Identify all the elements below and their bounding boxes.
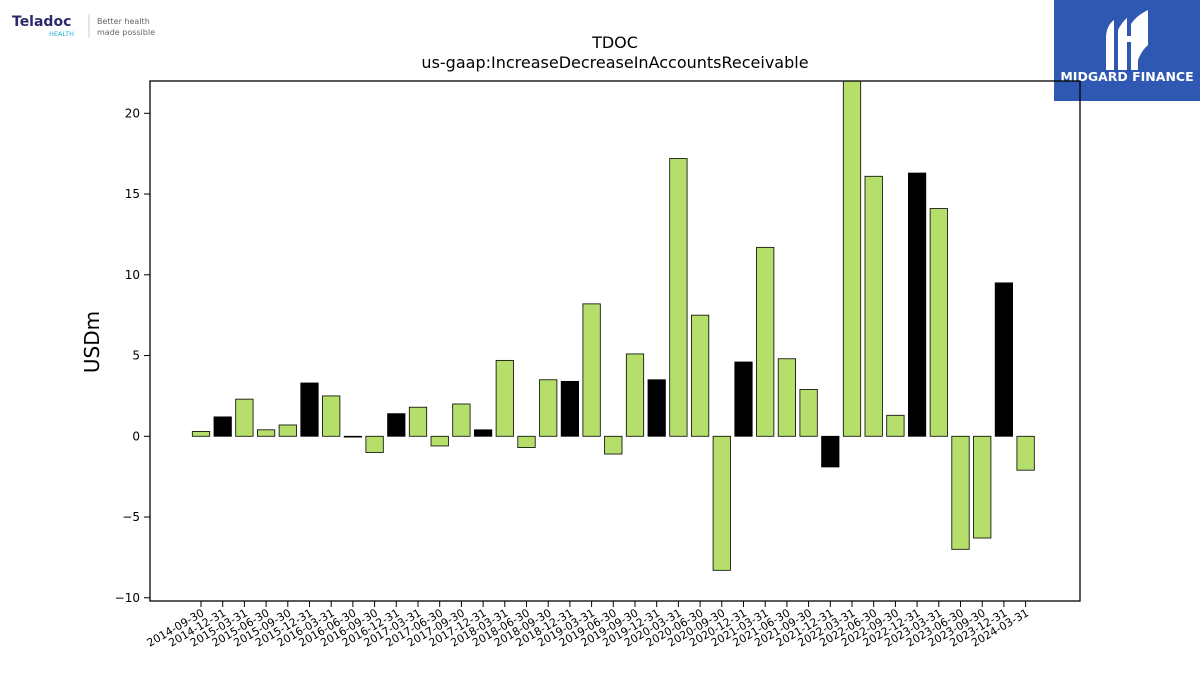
plot-frame	[149, 80, 1081, 602]
bar-2022-09-30	[886, 414, 905, 437]
y-tick-label-20: 20	[125, 106, 140, 120]
bar-2019-06-30	[604, 435, 623, 455]
bar-2016-06-30	[343, 435, 363, 438]
bar-2015-09-30	[278, 424, 297, 437]
chart-subtitle: us-gaap:IncreaseDecreaseInAccountsReceiv…	[421, 53, 808, 72]
bar-2023-06-30	[951, 435, 970, 550]
bar-2019-09-30	[625, 353, 645, 437]
bar-2022-12-31	[908, 172, 927, 437]
y-tick-label-5: 5	[132, 349, 140, 363]
bar-2017-09-30	[452, 403, 471, 437]
bar-2019-03-31	[582, 303, 601, 437]
y-axis-label: USDm	[80, 311, 104, 373]
bar-2024-03-31	[1016, 435, 1035, 471]
bar-2015-06-30	[256, 429, 276, 437]
bar-2018-06-30	[517, 435, 536, 448]
chart-title: TDOC	[591, 33, 638, 52]
bar-2021-03-31	[756, 246, 775, 437]
midgard-logo-name: MIDGARD FINANCE	[1060, 69, 1193, 84]
teladoc-logo-sub: HEALTH	[49, 30, 74, 38]
bar-2017-03-31	[408, 406, 428, 437]
teladoc-tagline-2: made possible	[97, 28, 155, 37]
bar-2019-12-31	[647, 379, 666, 437]
bar-2021-09-30	[799, 389, 818, 437]
bar-2020-06-30	[691, 314, 710, 437]
teladoc-logo-name: Teladoc	[12, 14, 71, 30]
bar-2015-12-31	[300, 382, 319, 437]
y-tick-label-10: 10	[125, 268, 140, 282]
bar-2023-12-31	[994, 282, 1014, 437]
bars-layer	[191, 80, 1035, 571]
bar-2020-09-30	[712, 435, 731, 571]
teladoc-tagline-1: Better health	[97, 17, 150, 26]
bar-2016-12-31	[387, 413, 406, 437]
y-tick-label--5: −5	[122, 510, 140, 524]
bar-2023-09-30	[973, 435, 992, 539]
bar-2016-03-31	[322, 395, 341, 437]
bar-2014-09-30	[191, 431, 211, 437]
bar-2023-03-31	[929, 208, 948, 437]
bar-2017-06-30	[430, 435, 449, 447]
bar-2021-12-31	[821, 435, 840, 468]
bar-2022-03-31	[842, 80, 862, 437]
bar-2022-06-30	[864, 175, 883, 437]
y-tick-label-15: 15	[125, 187, 140, 201]
midgard-emblem-icon	[1106, 10, 1148, 70]
bar-2018-09-30	[539, 379, 558, 437]
bar-2018-03-31	[495, 359, 514, 437]
y-tick-label--10: −10	[115, 591, 140, 605]
midgard-finance-logo: MIDGARD FINANCE	[1054, 0, 1200, 101]
x-axis: 2014-09-302014-12-312015-03-312015-06-30…	[145, 601, 1031, 650]
bar-2021-06-30	[777, 358, 797, 437]
y-tick-label-0: 0	[132, 429, 140, 443]
bar-2014-12-31	[213, 416, 232, 437]
bar-2020-12-31	[734, 361, 753, 437]
bar-2017-12-31	[473, 429, 493, 437]
bar-2015-03-31	[235, 398, 254, 437]
teladoc-logo: Teladoc HEALTH Better health made possib…	[12, 14, 155, 38]
y-axis: −10 −5 0 5 10 15 20	[115, 106, 150, 605]
bar-2016-09-30	[365, 435, 384, 453]
bar-2018-12-31	[560, 380, 580, 437]
bar-2020-03-31	[669, 158, 688, 437]
